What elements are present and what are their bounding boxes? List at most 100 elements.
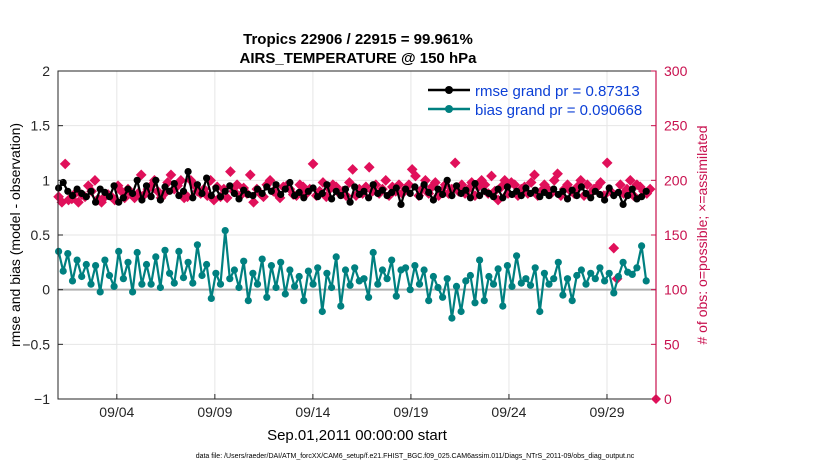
rmse-point: [286, 178, 294, 187]
rmse-point: [638, 193, 646, 201]
rmse-point: [452, 182, 461, 190]
rmse-point: [628, 185, 636, 193]
rmse-point: [411, 183, 419, 191]
x-tick-label: 09/14: [295, 404, 330, 420]
bias-point: [281, 290, 289, 298]
plot-marks: [53, 157, 661, 404]
bias-point: [129, 288, 137, 296]
obs-marker: [225, 166, 236, 177]
rmse-point: [614, 188, 623, 196]
bias-point: [68, 277, 77, 285]
obs-marker: [307, 158, 319, 170]
bias-point: [610, 289, 618, 297]
rmse-point: [601, 196, 609, 204]
rmse-point: [577, 183, 586, 191]
obs-marker: [595, 177, 606, 188]
bias-point: [166, 269, 174, 277]
bias-point: [388, 256, 396, 264]
bias-point: [263, 293, 271, 301]
rmse-point: [193, 181, 201, 189]
obs-marker: [552, 168, 563, 180]
bias-point: [92, 262, 100, 270]
rmse-point: [300, 194, 308, 202]
bias-point: [277, 258, 285, 266]
bias-point: [198, 271, 206, 280]
rmse-point: [517, 192, 525, 200]
bias-point: [360, 275, 368, 283]
rmse-point: [494, 185, 502, 193]
bias-point: [499, 302, 507, 310]
bias-point: [175, 247, 183, 255]
obs-marker: [410, 170, 421, 182]
bias-point: [452, 282, 461, 290]
rmse-point: [439, 190, 447, 199]
bias-point: [328, 283, 336, 292]
legend-bias-marker: [445, 105, 453, 113]
bias-point: [221, 227, 229, 235]
bias-point: [420, 266, 428, 274]
rmse-point: [471, 180, 479, 188]
bias-point: [587, 269, 595, 277]
obs-marker: [529, 169, 540, 181]
bias-point: [513, 252, 521, 260]
rmse-point: [434, 185, 442, 193]
rmse-point: [295, 188, 303, 196]
rmse-point: [429, 196, 437, 204]
bias-point: [517, 279, 525, 287]
x-tick-label: 09/09: [197, 404, 232, 420]
x-tick-label: 09/04: [99, 404, 134, 420]
rmse-point: [207, 192, 215, 200]
rmse-point: [341, 185, 350, 193]
bias-point: [73, 256, 81, 264]
bias-point: [503, 262, 511, 270]
rmse-point: [235, 195, 243, 203]
bias-point: [536, 307, 544, 316]
bias-point: [78, 272, 86, 281]
y-axis-right-label: # of obs: o=possible; ×=assimilated: [694, 125, 710, 344]
y-axis-right: 0 50 100 150 200 250 300: [651, 63, 688, 407]
y-tick-label: 1: [42, 172, 50, 188]
bias-point: [633, 264, 641, 272]
rmse-point: [642, 187, 650, 195]
rmse-point: [82, 193, 90, 201]
footer-data-file: data file: /Users/raeder/DAI/ATM_forcXX/…: [196, 453, 635, 460]
bias-point: [526, 281, 535, 289]
bias-point: [466, 271, 474, 280]
bias-point: [540, 269, 549, 277]
rmse-point: [369, 181, 377, 189]
obs-marker: [347, 164, 359, 175]
rmse-point: [87, 187, 95, 195]
obs-marker: [135, 169, 147, 181]
bias-point: [323, 269, 331, 277]
rmse-point: [522, 184, 530, 192]
bias-point: [374, 280, 382, 288]
x-axis-label: Sep.01,2011 00:00:00 start: [267, 427, 448, 444]
y-right-tick-label: 300: [664, 63, 688, 79]
bias-point: [411, 262, 419, 270]
bias-point: [226, 275, 234, 283]
bias-point: [170, 279, 178, 287]
bias-point: [156, 283, 164, 292]
rmse-point: [559, 187, 567, 195]
rmse-point: [124, 185, 132, 193]
obs-marker: [89, 174, 101, 186]
rmse-point: [115, 198, 123, 206]
rmse-point: [166, 187, 174, 195]
bias-point: [96, 288, 104, 296]
rmse-point: [619, 200, 627, 208]
bias-point: [545, 280, 553, 288]
bias-point: [563, 275, 572, 283]
rmse-point: [147, 193, 155, 201]
obs-marker: [231, 179, 243, 191]
rmse-point: [337, 192, 345, 200]
bias-point: [55, 247, 63, 255]
rmse-point: [328, 195, 336, 203]
rmse-point: [360, 187, 368, 195]
bias-point: [189, 279, 197, 287]
rmse-point: [272, 181, 280, 189]
bias-point: [642, 277, 650, 285]
rmse-point: [545, 192, 553, 200]
bias-point: [124, 258, 132, 266]
bias-point: [550, 275, 558, 283]
